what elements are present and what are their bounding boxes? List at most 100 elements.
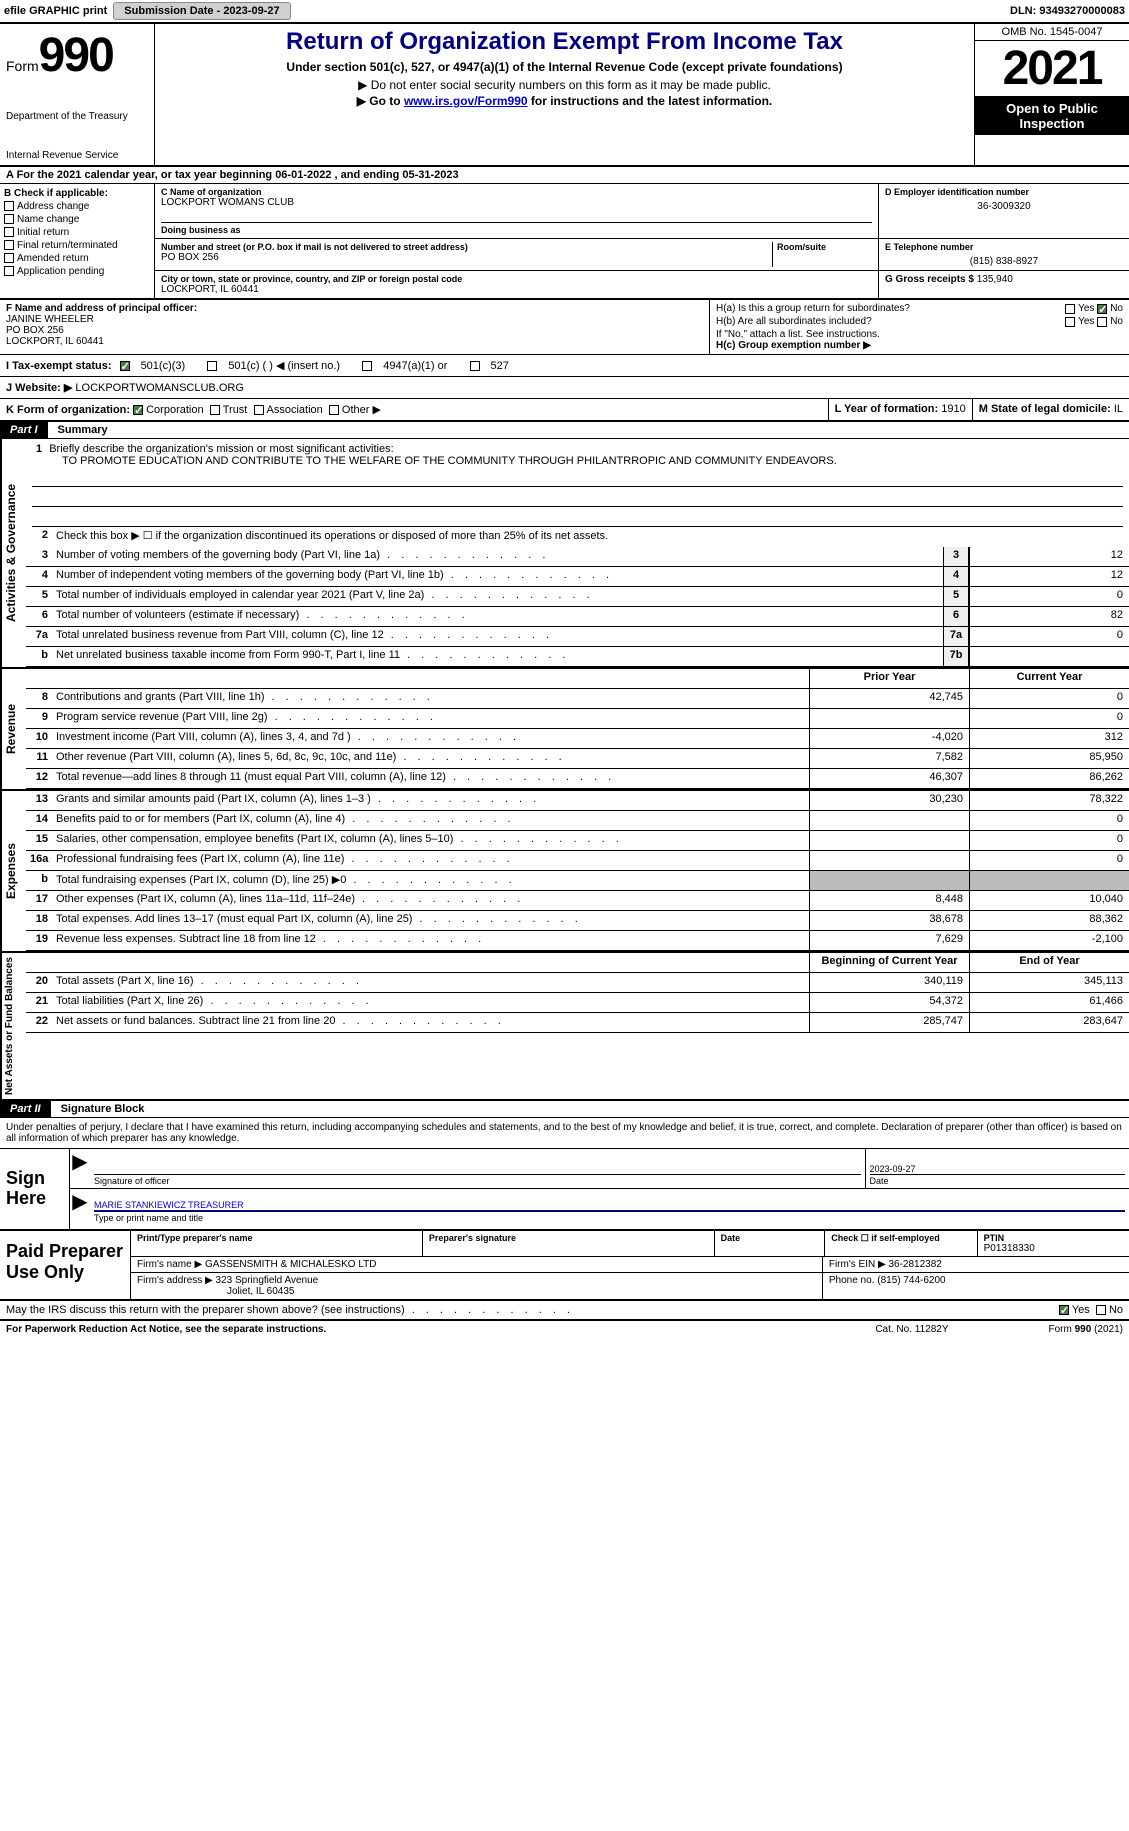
line-num: 4	[26, 567, 52, 586]
cell-c-addr: Number and street (or P.O. box if mail i…	[155, 239, 879, 271]
b-item-4[interactable]: Amended return	[4, 253, 150, 264]
checkbox-icon[interactable]	[4, 240, 14, 250]
vert-expenses: Expenses	[0, 791, 26, 951]
table-row: 17 Other expenses (Part IX, column (A), …	[26, 891, 1129, 911]
cell-g: G Gross receipts $ 135,940	[879, 271, 1129, 298]
checkbox-icon[interactable]	[120, 361, 130, 371]
current-value: 0	[969, 689, 1129, 708]
current-value: 283,647	[969, 1013, 1129, 1032]
b-item-3[interactable]: Final return/terminated	[4, 240, 150, 251]
line-num: b	[26, 647, 52, 666]
line-text: Total expenses. Add lines 13–17 (must eq…	[52, 911, 809, 930]
checkbox-icon[interactable]	[1065, 317, 1075, 327]
form-footer: Form 990 (2021)	[1049, 1324, 1123, 1335]
cat-no: Cat. No. 11282Y	[875, 1324, 948, 1335]
checkbox-icon[interactable]	[4, 201, 14, 211]
checkbox-icon[interactable]	[1059, 1305, 1069, 1315]
checkbox-icon[interactable]	[207, 361, 217, 371]
checkbox-icon[interactable]	[133, 405, 143, 415]
beg-year-header: Beginning of Current Year	[809, 953, 969, 972]
col-cde: C Name of organization LOCKPORT WOMANS C…	[155, 184, 1129, 298]
firm-ein-cell: Firm's EIN ▶ 36-2812382	[823, 1257, 1129, 1272]
irs-label: Internal Revenue Service	[6, 150, 148, 161]
checkbox-icon[interactable]	[4, 266, 14, 276]
checkbox-icon[interactable]	[4, 227, 14, 237]
current-value: 345,113	[969, 973, 1129, 992]
cell-c-name: C Name of organization LOCKPORT WOMANS C…	[155, 184, 879, 239]
current-value: 0	[969, 811, 1129, 830]
checkbox-icon[interactable]	[4, 253, 14, 263]
b-item-1[interactable]: Name change	[4, 214, 150, 225]
line-text: Net assets or fund balances. Subtract li…	[52, 1013, 809, 1032]
note2-suffix: for instructions and the latest informat…	[528, 94, 773, 108]
line-num: 17	[26, 891, 52, 910]
current-value: 312	[969, 729, 1129, 748]
sig-officer-field[interactable]: Signature of officer	[90, 1149, 865, 1188]
line-text: Salaries, other compensation, employee b…	[52, 831, 809, 850]
submission-date-button[interactable]: Submission Date - 2023-09-27	[113, 2, 290, 20]
prep-sig-cell[interactable]: Preparer's signature	[423, 1231, 715, 1256]
checkbox-icon[interactable]	[4, 214, 14, 224]
row-fh: F Name and address of principal officer:…	[0, 300, 1129, 355]
table-row: 21 Total liabilities (Part X, line 26) 5…	[26, 993, 1129, 1013]
h-a-row: H(a) Is this a group return for subordin…	[716, 303, 1123, 314]
phone-value: (815) 838-8927	[885, 256, 1123, 267]
prior-value: -4,020	[809, 729, 969, 748]
line-num: 19	[26, 931, 52, 950]
j-label: J Website: ▶	[6, 382, 72, 394]
arrow-icon: ▶	[70, 1149, 90, 1188]
table-row: 19 Revenue less expenses. Subtract line …	[26, 931, 1129, 951]
b-item-0[interactable]: Address change	[4, 201, 150, 212]
line-num: 6	[26, 607, 52, 626]
line-num: 5	[26, 587, 52, 606]
discuss-text: May the IRS discuss this return with the…	[6, 1304, 574, 1316]
line-num: 13	[26, 791, 52, 810]
table-row: 9 Program service revenue (Part VIII, li…	[26, 709, 1129, 729]
irs-link[interactable]: www.irs.gov/Form990	[404, 94, 528, 108]
m-label: M State of legal domicile:	[979, 403, 1111, 415]
b-item-2[interactable]: Initial return	[4, 227, 150, 238]
current-value: 78,322	[969, 791, 1129, 810]
table-row: 7a Total unrelated business revenue from…	[26, 627, 1129, 647]
checkbox-icon[interactable]	[1065, 304, 1075, 314]
checkbox-icon[interactable]	[1097, 317, 1107, 327]
org-name: LOCKPORT WOMANS CLUB	[161, 197, 872, 208]
officer-name: JANINE WHEELER	[6, 314, 703, 325]
top-bar: efile GRAPHIC print Submission Date - 20…	[0, 0, 1129, 24]
city-value: LOCKPORT, IL 60441	[161, 284, 872, 295]
self-emp-cell[interactable]: Check ☐ if self-employed	[825, 1231, 977, 1256]
firm-addr: 323 Springfield Avenue	[216, 1275, 319, 1286]
prior-value: 46,307	[809, 769, 969, 788]
checkbox-icon[interactable]	[1096, 1305, 1106, 1315]
current-value: 61,466	[969, 993, 1129, 1012]
firm-city: Joliet, IL 60435	[137, 1286, 294, 1297]
line-num: 9	[26, 709, 52, 728]
line-num: b	[26, 871, 52, 890]
line-2: 2 Check this box ▶ ☐ if the organization…	[26, 527, 1129, 547]
table-row: 12 Total revenue—add lines 8 through 11 …	[26, 769, 1129, 789]
header-row: Form 990 Department of the Treasury Inte…	[0, 24, 1129, 167]
vert-revenue: Revenue	[0, 669, 26, 789]
form-prefix: Form	[6, 58, 39, 74]
line-value	[969, 647, 1129, 666]
sig-date-value: 2023-09-27	[870, 1164, 1126, 1174]
cell-d: D Employer identification number 36-3009…	[879, 184, 1129, 239]
footer-row: For Paperwork Reduction Act Notice, see …	[0, 1321, 1129, 1338]
current-value: -2,100	[969, 931, 1129, 950]
expenses-section: Expenses 13 Grants and similar amounts p…	[0, 791, 1129, 953]
prep-name-cell: Print/Type preparer's name	[131, 1231, 423, 1256]
checkbox-icon[interactable]	[1097, 304, 1107, 314]
b-item-5[interactable]: Application pending	[4, 266, 150, 277]
line-num: 12	[26, 769, 52, 788]
form-number: 990	[39, 28, 113, 83]
prior-value: 30,230	[809, 791, 969, 810]
checkbox-icon[interactable]	[329, 405, 339, 415]
checkbox-icon[interactable]	[470, 361, 480, 371]
checkbox-icon[interactable]	[210, 405, 220, 415]
hc-label: H(c) Group exemption number ▶	[716, 340, 1123, 351]
checkbox-icon[interactable]	[362, 361, 372, 371]
cell-k: K Form of organization: Corporation Trus…	[0, 399, 829, 420]
checkbox-icon[interactable]	[254, 405, 264, 415]
line-2-num: 2	[26, 527, 52, 547]
line-value: 82	[969, 607, 1129, 626]
